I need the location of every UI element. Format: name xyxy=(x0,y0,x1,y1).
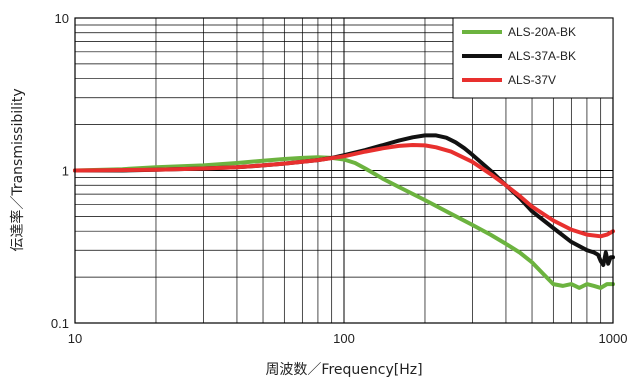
x-tick-label: 10 xyxy=(68,331,82,346)
x-tick-label: 100 xyxy=(333,331,355,346)
y-tick-label: 10 xyxy=(55,11,69,26)
y-axis-label: 伝達率／Transmissibility xyxy=(9,88,26,251)
legend-label: ALS-20A-BK xyxy=(508,25,576,39)
x-tick-label: 1000 xyxy=(599,331,628,346)
y-tick-label: 0.1 xyxy=(51,316,69,331)
legend: ALS-20A-BK ALS-37A-BK ALS-37V xyxy=(453,18,613,98)
legend-label: ALS-37V xyxy=(508,73,556,87)
y-tick-label: 1 xyxy=(62,164,69,179)
legend-label: ALS-37A-BK xyxy=(508,49,576,63)
x-axis-label: 周波数／Frequency[Hz] xyxy=(265,362,422,378)
